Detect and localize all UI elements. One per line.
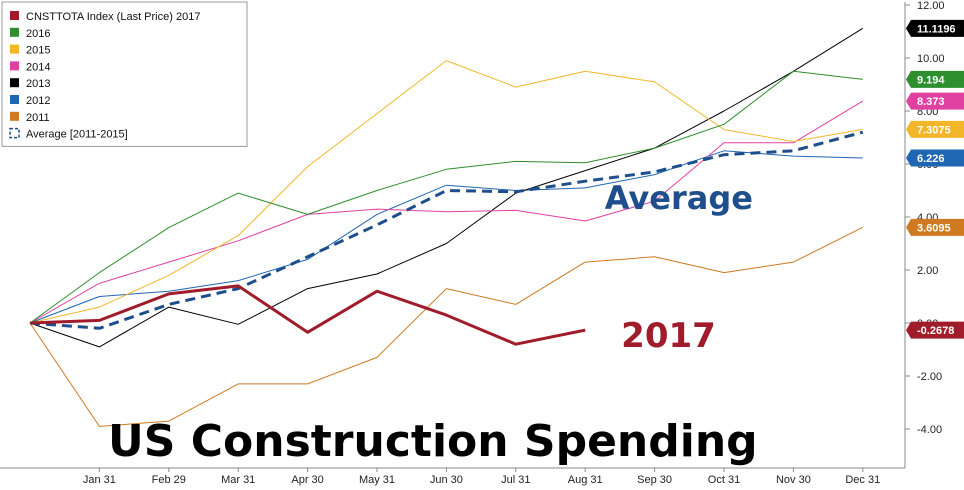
legend-label: 2012	[26, 95, 50, 107]
legend-label: 2011	[26, 112, 50, 124]
legend-item: Average [2011-2015]	[9, 127, 128, 141]
series-line-cnsttota-index-last-price-2017	[29, 284, 586, 346]
legend-item: 2011	[10, 111, 50, 124]
legend-item: CNSTTOTA Index (Last Price) 2017	[10, 11, 200, 23]
annotations: Average 2017	[605, 179, 753, 356]
end-label-text: 8.373	[917, 96, 945, 108]
series-lines	[29, 27, 864, 427]
legend-label: 2016	[26, 28, 50, 40]
legend-swatch	[10, 44, 19, 54]
end-label-text: 3.6095	[917, 222, 951, 234]
legend-item: 2012	[10, 95, 50, 107]
y2017-annotation: 2017	[621, 316, 716, 356]
end-label-text: 11.1196	[917, 23, 956, 35]
x-tick-label: Aug 31	[568, 474, 603, 486]
legend-label: 2015	[26, 45, 50, 57]
legend-label: 2013	[26, 78, 50, 90]
x-tick-label: Dec 31	[845, 474, 880, 486]
legend-swatch	[10, 111, 19, 121]
end-label-text: -0.2678	[917, 325, 954, 337]
series-line-2011	[29, 226, 864, 427]
legend-item: 2016	[10, 27, 50, 40]
series-line-2015	[29, 60, 863, 324]
legend-swatch	[10, 78, 19, 88]
end-labels: -0.2678 9.194 7.3075 8.373 11.1196 6.226 3.609…	[906, 19, 964, 339]
end-label: 11.1196	[906, 19, 964, 37]
series-line-average-2011-2015-	[29, 130, 864, 330]
legend-box	[1, 1, 248, 147]
legend-swatch	[9, 127, 20, 139]
y-tick-label: -4.00	[917, 424, 942, 436]
legend-swatch	[10, 95, 19, 104]
x-tick-label: Jul 31	[501, 474, 530, 486]
x-tick-label: Oct 31	[708, 474, 740, 486]
y-tick-label: 12.00	[917, 0, 945, 12]
series-line-2016	[29, 70, 863, 324]
x-tick-label: Feb 29	[152, 474, 186, 486]
end-label-box	[906, 149, 964, 167]
end-label: 8.373	[906, 92, 964, 110]
x-tick-label: Jun 30	[430, 474, 463, 486]
y-tick-label: 10.00	[917, 53, 945, 65]
series-line-2013	[29, 27, 864, 348]
series-line-2014	[29, 100, 864, 324]
legend-item: 2015	[10, 44, 50, 57]
plot-frame	[0, 2, 906, 469]
y-tick-label: -2.00	[917, 371, 942, 383]
legend-swatch	[10, 61, 19, 71]
x-tick-label: Jan 31	[83, 474, 116, 486]
legend-label: CNSTTOTA Index (Last Price) 2017	[26, 11, 200, 23]
legend-swatch	[10, 27, 19, 37]
end-label-box	[906, 218, 964, 236]
x-tick-label: Sep 30	[637, 474, 672, 486]
series-line-2012	[29, 150, 863, 324]
end-label: 7.3075	[906, 120, 964, 138]
legend-item: 2013	[10, 78, 50, 90]
y-tick-label: 2.00	[917, 265, 938, 277]
x-tick-label: May 31	[359, 474, 395, 486]
end-label-text: 9.194	[917, 74, 945, 86]
chart-title: US Construction Spending	[108, 416, 758, 467]
end-label: 3.6095	[906, 218, 964, 236]
end-label: -0.2678	[906, 321, 964, 339]
average-annotation: Average	[605, 179, 753, 217]
end-label: 6.226	[906, 149, 964, 167]
x-tick-label: Apr 30	[291, 474, 323, 486]
end-label-box	[906, 92, 964, 110]
end-label: 9.194	[906, 70, 964, 88]
legend-label: Average [2011-2015]	[26, 129, 128, 141]
end-label-text: 7.3075	[917, 124, 951, 136]
x-tick-label: Nov 30	[776, 474, 811, 486]
end-label-box	[906, 19, 964, 37]
legend-swatch	[10, 11, 19, 20]
end-label-text: 6.226	[917, 153, 945, 165]
x-axis: Jan 31 Feb 29 Mar 31 Apr 30 May 31 Jun 30 Jul …	[83, 468, 880, 486]
x-tick-label: Mar 31	[221, 474, 255, 486]
legend-label: 2014	[26, 61, 50, 73]
legend-item: 2014	[10, 61, 50, 73]
end-label-box	[906, 321, 964, 339]
legend: CNSTTOTA Index (Last Price) 2017 2016 2015…	[1, 1, 248, 147]
end-label-box	[906, 70, 964, 88]
end-label-box	[906, 120, 964, 138]
